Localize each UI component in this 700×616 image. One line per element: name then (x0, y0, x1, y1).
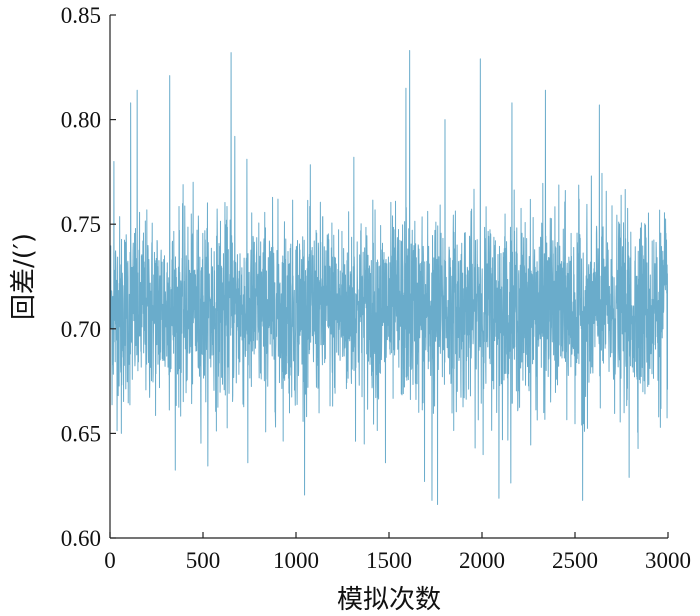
plot-area (110, 50, 668, 506)
y-tick-label: 0.65 (61, 421, 101, 446)
series-line (110, 50, 668, 506)
x-tick-label: 1000 (273, 548, 319, 573)
y-tick-label: 0.60 (61, 526, 101, 551)
x-tick-label: 3000 (645, 548, 691, 573)
x-tick-label: 500 (186, 548, 221, 573)
y-tick-label: 0.80 (61, 108, 101, 133)
x-tick-label: 0 (104, 548, 116, 573)
x-tick-label: 2000 (459, 548, 505, 573)
y-tick-label: 0.70 (61, 317, 101, 342)
y-tick-label: 0.75 (61, 212, 101, 237)
x-tick-label: 1500 (366, 548, 412, 573)
axes: 0.60 0.65 0.70 0.75 0.80 0.85 0 500 1000 1500 2000… (61, 3, 691, 573)
y-axis-label: 回差/(′) (9, 233, 39, 320)
x-axis-label: 模拟次数 (337, 585, 441, 615)
x-tick-label: 2500 (552, 548, 598, 573)
y-tick-label: 0.85 (61, 3, 101, 28)
